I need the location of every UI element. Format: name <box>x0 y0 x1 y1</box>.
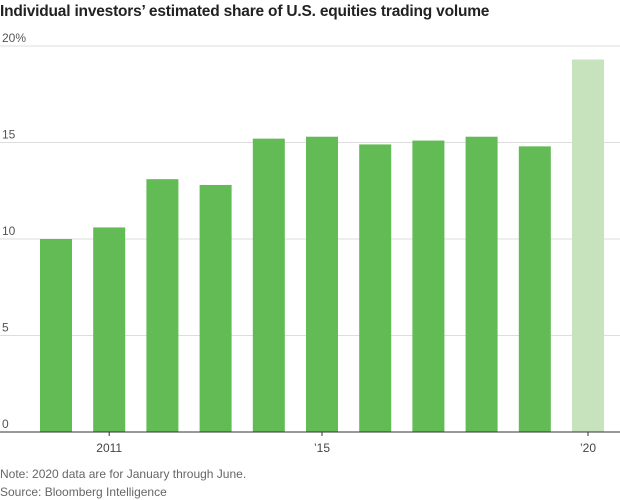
bar-2013 <box>199 184 232 432</box>
x-tick-label: ’15 <box>314 441 330 455</box>
bar-2019 <box>518 146 551 433</box>
bar-2011 <box>93 227 126 432</box>
bar-2018 <box>465 136 498 432</box>
x-tick-label: ’20 <box>580 441 596 455</box>
chart-title: Individual investors’ estimated share of… <box>0 3 490 20</box>
y-tick-label: 5 <box>2 321 9 335</box>
x-tick-label: 2011 <box>96 441 122 455</box>
y-tick-label: 20% <box>2 31 26 45</box>
bar-2012 <box>146 179 179 432</box>
chart-note: Note: 2020 data are for January through … <box>0 467 247 481</box>
bar-2015 <box>306 136 338 432</box>
bar-2020 <box>572 59 604 432</box>
y-tick-label: 10 <box>2 224 16 238</box>
bar-2016 <box>359 144 392 432</box>
bar-2010 <box>40 239 72 432</box>
bar-2014 <box>252 138 285 432</box>
bar-chart: 0 5 10 15 20% 2011 ’15 ’20 <box>0 31 620 455</box>
y-tick-label: 15 <box>2 128 16 142</box>
chart-source: Source: Bloomberg Intelligence <box>0 485 167 499</box>
y-tick-label: 0 <box>2 417 9 431</box>
bar-2017 <box>412 140 445 432</box>
